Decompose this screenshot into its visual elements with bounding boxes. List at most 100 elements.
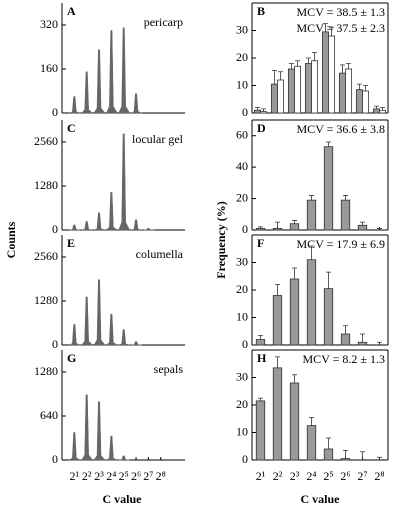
panel-letter: E	[67, 236, 75, 250]
bar	[311, 60, 319, 114]
bar	[357, 341, 368, 346]
y-tick-label: 0	[242, 337, 248, 351]
peak	[93, 212, 106, 231]
peak	[93, 279, 106, 346]
error-bar	[254, 107, 260, 111]
y-tick-label: 10	[236, 309, 248, 323]
bar	[355, 89, 363, 114]
y-tick-label: 160	[40, 61, 58, 75]
error-bar	[343, 449, 348, 459]
peak	[105, 30, 118, 114]
bar	[289, 223, 300, 231]
error-bar	[322, 23, 328, 32]
annotation: MCV = 8.2 ± 1.3	[303, 352, 385, 366]
error-bar	[309, 245, 314, 260]
error-bar	[295, 60, 301, 67]
x-tick-label: 2⁸	[374, 469, 384, 483]
y-tick-label: 0	[52, 222, 58, 236]
x-tick-label: 2¹	[256, 469, 266, 483]
peak	[68, 432, 81, 461]
bar	[289, 278, 300, 346]
x-tick-label: 2⁴	[106, 469, 116, 483]
x-tick-label: 2²	[273, 469, 283, 483]
y-tick-label: 10	[236, 424, 248, 438]
y-tick-label: 30	[236, 22, 248, 36]
bar	[323, 288, 334, 346]
annotation: MCV = 36.6 ± 3.8	[297, 122, 385, 136]
error-bar	[275, 284, 280, 296]
peak	[81, 296, 94, 346]
error-bar	[275, 356, 280, 368]
bar	[306, 199, 317, 231]
bar	[340, 333, 351, 346]
y-tick-label: 20	[236, 282, 248, 296]
bar	[287, 68, 295, 114]
error-bar	[360, 333, 365, 343]
bar	[270, 83, 278, 114]
error-bar	[271, 69, 277, 85]
error-bar	[258, 334, 263, 340]
y-tick-label: 10	[236, 77, 248, 91]
error-bar	[380, 107, 386, 111]
error-bar	[339, 64, 345, 74]
panel-letter: B	[257, 4, 265, 18]
annotation: MCV = 17.9 ± 6.9	[297, 237, 385, 251]
peak	[69, 224, 81, 231]
x-tick-label: 2⁵	[323, 469, 333, 483]
error-bar	[363, 85, 369, 91]
x-tick-label: 2⁸	[156, 469, 166, 483]
bar	[328, 35, 336, 114]
y-tick-label: 1280	[34, 364, 58, 378]
bar	[357, 224, 368, 231]
peak	[130, 219, 143, 231]
x-tick-label: 2⁷	[143, 469, 153, 483]
error-bar	[326, 271, 331, 289]
error-bar	[305, 57, 311, 64]
y-tick-label: 1280	[34, 293, 58, 307]
error-bar	[343, 325, 348, 334]
error-bar	[377, 228, 382, 230]
error-bar	[292, 267, 297, 279]
x-tick-label: 2⁵	[119, 469, 129, 483]
annotation: sepals	[154, 362, 184, 376]
bar	[255, 228, 266, 231]
error-bar	[377, 456, 382, 460]
error-bar	[360, 451, 365, 460]
bar	[323, 448, 334, 461]
error-bar	[309, 195, 314, 201]
x-tick-label: 2¹	[70, 469, 80, 483]
panel-letter: G	[67, 351, 76, 365]
y-tick-label: 0	[52, 337, 58, 351]
bar	[304, 63, 312, 114]
peak	[105, 313, 119, 346]
peak	[105, 191, 119, 231]
y-tick-label: 30	[236, 254, 248, 268]
bar	[340, 199, 351, 231]
error-bar	[258, 397, 263, 401]
x-axis-label: C value	[103, 492, 143, 506]
x-tick-label: 2⁶	[340, 469, 350, 483]
panel-letter: H	[257, 351, 267, 365]
bar	[272, 295, 283, 346]
x-axis-label: C value	[301, 492, 341, 506]
error-bar	[275, 221, 280, 229]
y-tick-label: 2560	[34, 134, 58, 148]
error-bar	[261, 108, 267, 112]
bar	[255, 400, 266, 461]
error-bar	[326, 437, 331, 449]
error-bar	[346, 63, 352, 69]
bar	[379, 109, 387, 114]
error-bar	[258, 226, 263, 229]
bar	[372, 108, 380, 114]
bar	[253, 109, 261, 114]
y-tick-label: 20	[236, 397, 248, 411]
peak	[118, 133, 131, 231]
peak	[81, 71, 94, 114]
y-tick-label: 0	[52, 452, 58, 466]
peak	[93, 49, 106, 114]
error-bar	[292, 220, 297, 224]
bar	[340, 458, 351, 461]
annotation: pericarp	[144, 15, 183, 29]
y-axis-label: Counts	[4, 221, 18, 258]
x-tick-label: 2²	[82, 469, 92, 483]
